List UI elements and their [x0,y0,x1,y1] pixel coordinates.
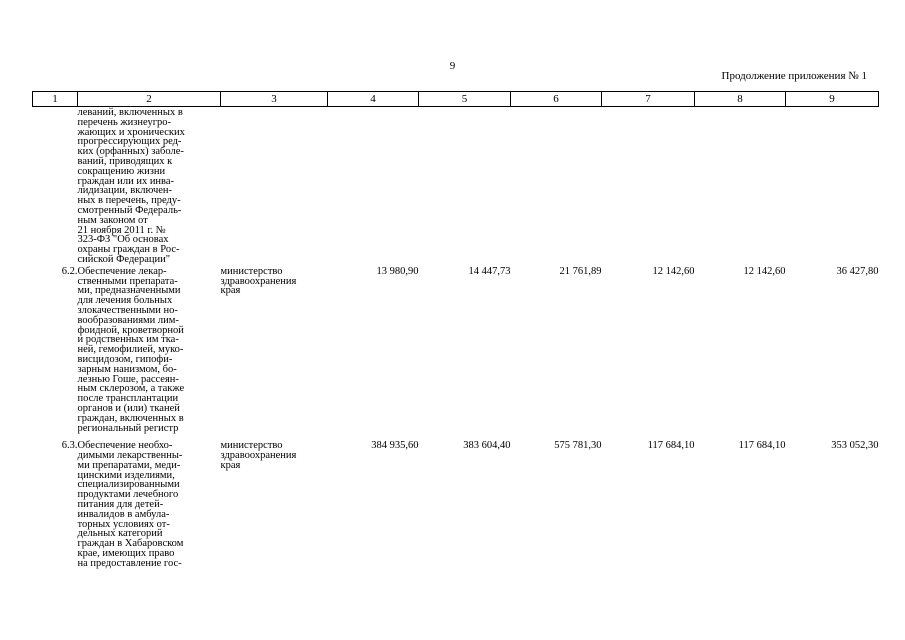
row-value [328,107,419,265]
row-value [602,107,695,265]
row-value: 383 604,40 [463,440,511,452]
row-organization: министерство здравоохранения края [220,440,297,471]
page-number: 9 [449,60,456,72]
column-header: 6 [510,91,602,107]
row-value: 13 980,90 [376,265,419,277]
column-header: 1 [32,91,78,107]
column-header: 9 [785,91,879,107]
row-value: 36 427,80 [836,265,879,277]
appendix-table: 1 2 3 4 5 6 7 8 9 леваний, включенных в … [32,91,879,575]
column-header: 2 [77,91,221,107]
table-row: 6.2. Обеспечение лекар- ственными препар… [33,265,879,440]
column-header: 7 [601,91,695,107]
column-header: 3 [220,91,328,107]
column-header: 5 [418,91,511,107]
row-value: 117 684,10 [738,440,786,452]
row-value [786,107,879,265]
row-value: 117 684,10 [647,440,695,452]
table-row: леваний, включенных в перечень жизнеугро… [33,107,879,265]
row-number: 6.3. [61,440,78,452]
row-description: Обеспечение необхо- димыми лекарственны-… [77,440,184,569]
row-description: Обеспечение лекар- ственными препарата- … [77,265,185,434]
column-header: 8 [694,91,786,107]
row-number [33,107,78,265]
row-organization: министерство здравоохранения края [220,265,297,297]
row-value [419,107,511,265]
row-description: леваний, включенных в перечень жизнеугро… [77,107,185,265]
row-value: 384 935,60 [371,440,419,452]
row-value [511,107,602,265]
row-value: 353 052,30 [831,440,879,452]
row-value: 575 781,30 [554,440,602,452]
row-organization [221,107,328,265]
column-header: 4 [327,91,419,107]
row-value: 12 142,60 [743,265,786,277]
continuation-label: Продолжение приложения № 1 [721,70,867,82]
row-value [695,107,786,265]
row-value: 21 761,89 [559,265,602,277]
table-row: 6.3. Обеспечение необхо- димыми лекарств… [33,439,879,574]
row-number: 6.2. [61,265,78,277]
row-value: 14 447,73 [468,265,511,277]
header-row: 1 2 3 4 5 6 7 8 9 [32,91,879,107]
row-value: 12 142,60 [652,265,695,277]
